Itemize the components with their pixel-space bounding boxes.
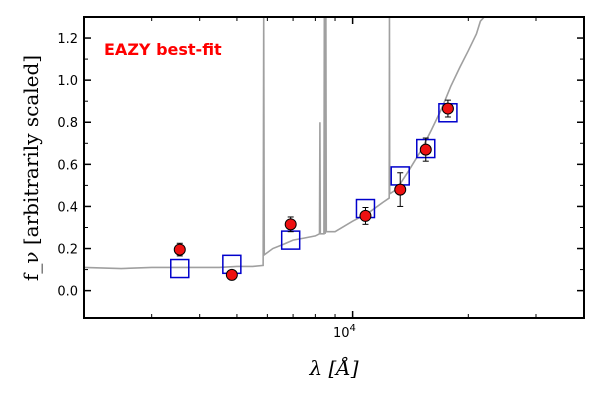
y-tick-label-0: 0.0 (57, 285, 78, 300)
y-tick-label-2: 0.4 (57, 200, 78, 215)
y-tick-labels: 0.0 0.2 0.4 0.6 0.8 1.0 1.2 (57, 32, 78, 300)
y-tick-label-3: 0.6 (57, 158, 78, 173)
y-axis-label: f_ν [arbitrarily scaled] (19, 55, 43, 281)
y-tick-label-5: 1.0 (57, 74, 78, 89)
plot-frame (83, 16, 585, 319)
x-axis-label: λ [Å] (308, 355, 358, 380)
observed-point-4 (394, 183, 407, 196)
model-photometry-series (170, 103, 458, 279)
observed-point-2 (284, 218, 297, 231)
x-tick-exponent: 4 (350, 323, 356, 334)
observed-point-6 (441, 102, 454, 115)
y-tick-label-6: 1.2 (57, 32, 78, 47)
axis-ticks (84, 16, 584, 318)
annotation-eazy-best-fit: EAZY best-fit (104, 40, 222, 59)
observed-point-3 (359, 209, 372, 222)
observed-point-5 (419, 143, 432, 156)
observed-point-0 (173, 243, 186, 256)
model-point-0 (170, 258, 190, 279)
observed-point-1 (225, 268, 238, 281)
template-line (84, 17, 584, 270)
y-tick-label-4: 0.8 (57, 116, 78, 131)
x-tick-base: 10 (333, 326, 350, 341)
template-spectrum (84, 17, 584, 270)
observed-photometry-series (173, 99, 454, 281)
x-tick-label-1e4: 104 (333, 323, 356, 341)
y-tick-label-1: 0.2 (57, 243, 78, 258)
